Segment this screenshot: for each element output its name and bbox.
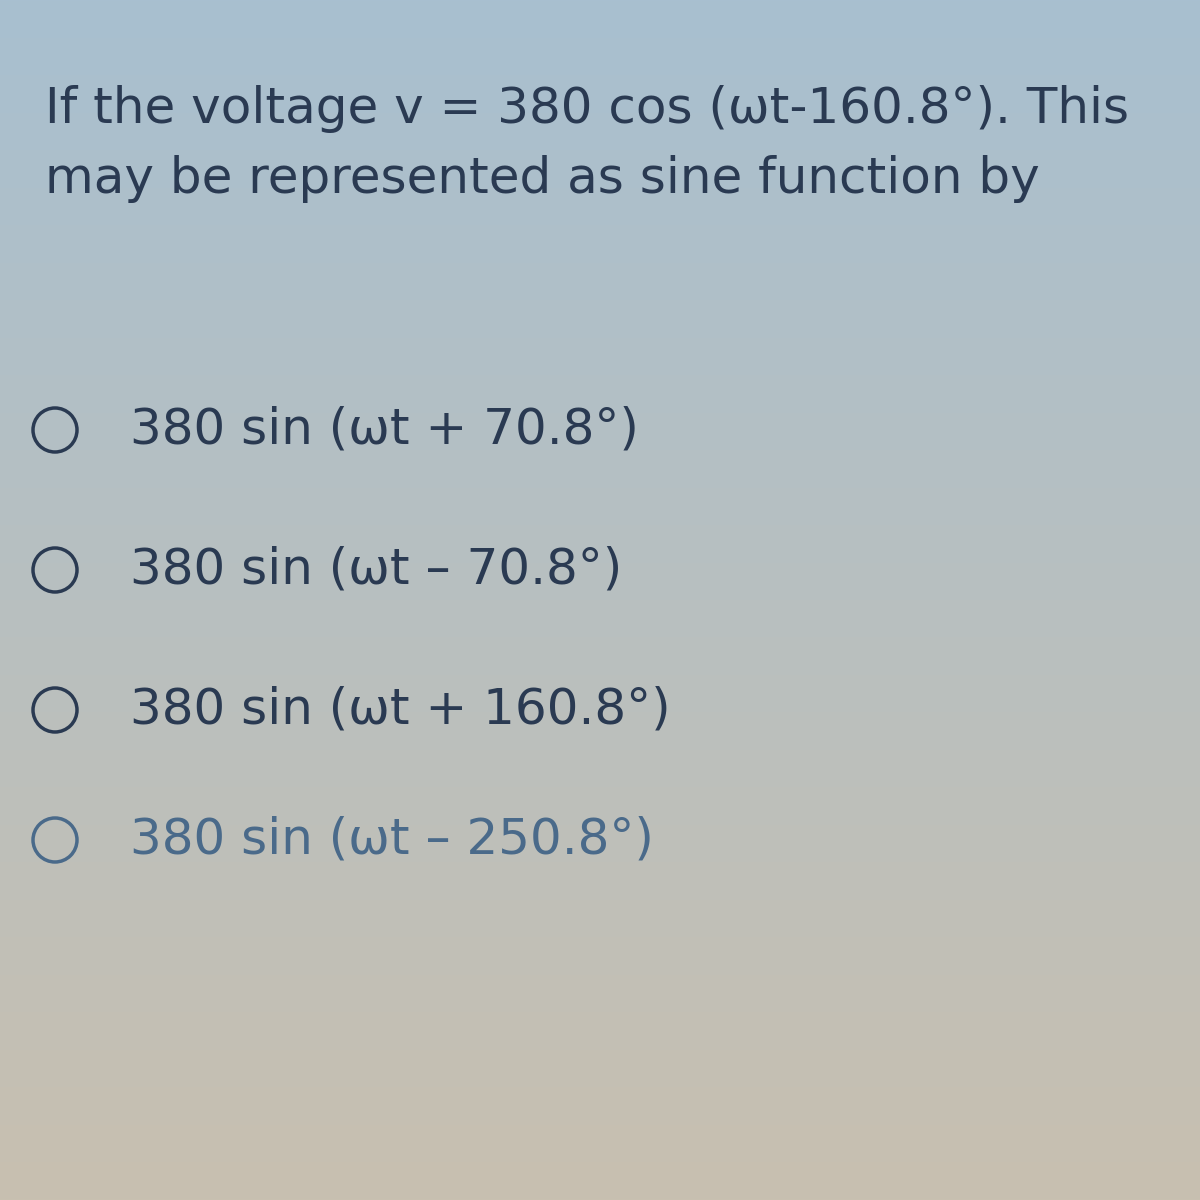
Text: 380 sin (ωt – 70.8°): 380 sin (ωt – 70.8°) bbox=[130, 546, 623, 594]
Text: 380 sin (ωt + 160.8°): 380 sin (ωt + 160.8°) bbox=[130, 686, 671, 734]
Text: 380 sin (ωt – 250.8°): 380 sin (ωt – 250.8°) bbox=[130, 816, 654, 864]
Text: 380 sin (ωt + 70.8°): 380 sin (ωt + 70.8°) bbox=[130, 406, 638, 454]
Text: If the voltage v = 380 cos (ωt-160.8°). This: If the voltage v = 380 cos (ωt-160.8°). … bbox=[46, 85, 1129, 133]
Text: may be represented as sine function by: may be represented as sine function by bbox=[46, 155, 1039, 203]
